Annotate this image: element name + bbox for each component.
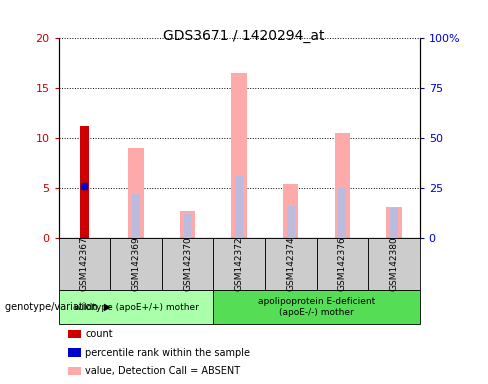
Text: GSM142374: GSM142374 (286, 237, 295, 291)
Text: GSM142380: GSM142380 (389, 237, 398, 291)
Bar (128, 148, 143, 238)
Bar (231, 73, 247, 238)
Bar (390, 208, 398, 238)
Bar (335, 133, 350, 238)
Bar (132, 194, 140, 238)
Text: count: count (85, 329, 113, 339)
Bar (235, 176, 243, 238)
Text: apolipoprotein E-deficient
(apoE-/-) mother: apolipoprotein E-deficient (apoE-/-) mot… (258, 298, 375, 317)
Bar (80, 126, 89, 238)
Text: GSM142370: GSM142370 (183, 237, 192, 291)
Bar (283, 184, 299, 238)
Text: wildtype (apoE+/+) mother: wildtype (apoE+/+) mother (74, 303, 199, 312)
Text: percentile rank within the sample: percentile rank within the sample (85, 348, 250, 358)
Bar (339, 188, 346, 238)
Text: value, Detection Call = ABSENT: value, Detection Call = ABSENT (85, 366, 241, 376)
Text: GSM142367: GSM142367 (80, 237, 89, 291)
Bar (386, 207, 402, 238)
Text: GDS3671 / 1420294_at: GDS3671 / 1420294_at (163, 29, 325, 43)
Bar (180, 211, 195, 238)
Text: GSM142372: GSM142372 (235, 237, 244, 291)
Bar (183, 214, 191, 238)
Text: genotype/variation  ▶: genotype/variation ▶ (5, 302, 111, 312)
Text: GSM142369: GSM142369 (131, 237, 141, 291)
Bar (287, 206, 295, 238)
Text: GSM142376: GSM142376 (338, 237, 347, 291)
